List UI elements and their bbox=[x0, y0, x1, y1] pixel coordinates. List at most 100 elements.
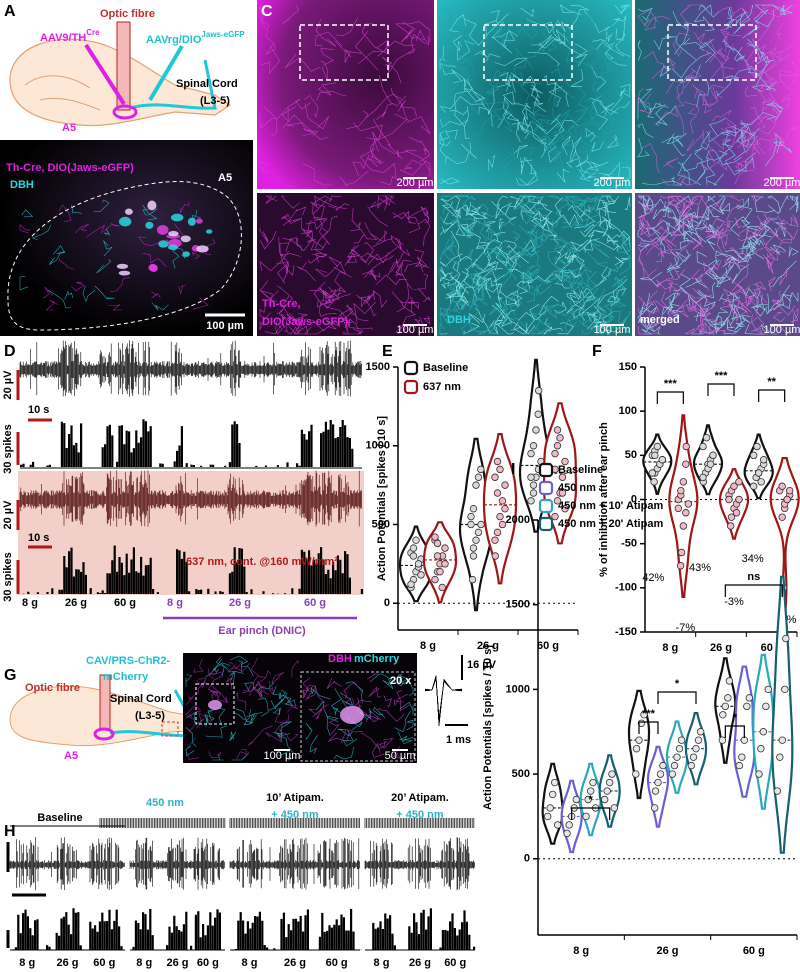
y-tick-label: 1500 bbox=[506, 599, 530, 611]
median-label: -3% bbox=[724, 596, 744, 608]
legend-label: 450 nm bbox=[558, 482, 596, 494]
data-point bbox=[679, 522, 688, 530]
significance-bracket bbox=[657, 691, 697, 704]
legend-swatch bbox=[403, 379, 419, 395]
data-point bbox=[572, 795, 580, 804]
data-point bbox=[409, 552, 418, 560]
panel-a: A Optic fibre AAV9/THCre AAVrg/DIOJaws-e… bbox=[4, 3, 245, 134]
significance-bracket bbox=[724, 584, 783, 597]
median-label: -7% bbox=[676, 622, 696, 634]
micrograph bbox=[257, 0, 434, 189]
data-point bbox=[477, 465, 485, 474]
x-label: 8 g bbox=[167, 597, 183, 609]
data-point bbox=[718, 736, 727, 744]
data-point bbox=[778, 736, 787, 744]
y-tick-label: 150 bbox=[619, 361, 637, 373]
cell bbox=[205, 229, 213, 234]
trace bbox=[19, 340, 362, 397]
label: mCherry bbox=[354, 653, 400, 665]
data-point bbox=[477, 520, 485, 529]
histogram bbox=[132, 909, 221, 950]
optic-fibre bbox=[99, 674, 111, 731]
violin bbox=[646, 745, 670, 828]
data-point bbox=[659, 761, 667, 770]
data-point bbox=[469, 544, 478, 552]
y-axis-title: Action Potentials [spikes / 10 s] bbox=[376, 416, 388, 581]
significance-label: *** bbox=[715, 370, 729, 382]
data-point bbox=[468, 575, 477, 584]
x-label: 26 g bbox=[409, 957, 431, 969]
data-point bbox=[632, 770, 640, 778]
y-tick-label: 500 bbox=[512, 768, 530, 780]
trace bbox=[9, 837, 125, 891]
panel-label: I bbox=[511, 461, 515, 478]
data-point bbox=[558, 489, 567, 497]
stimulation-train bbox=[99, 818, 226, 828]
label: 50 µm bbox=[385, 750, 416, 762]
data-point bbox=[493, 457, 502, 466]
data-point bbox=[438, 583, 446, 592]
histogram bbox=[22, 545, 364, 594]
data-point bbox=[726, 522, 735, 530]
data-point bbox=[496, 512, 504, 521]
label: A5 bbox=[218, 172, 232, 184]
injection-aavrg bbox=[148, 44, 184, 102]
data-point bbox=[782, 634, 790, 643]
x-label: 26 g bbox=[229, 597, 251, 609]
panel-g: G Optic fibre CAV/PRS-ChR2- mCherry Spin… bbox=[4, 653, 497, 763]
trace bbox=[129, 837, 225, 890]
data-point bbox=[670, 761, 679, 770]
data-point bbox=[656, 770, 665, 778]
x-tick-label: 8 g bbox=[662, 642, 678, 654]
cell bbox=[149, 264, 158, 273]
data-point bbox=[651, 451, 659, 460]
data-point bbox=[709, 451, 717, 460]
inset-box bbox=[300, 671, 416, 762]
y-tick-label: 2000 bbox=[506, 514, 530, 526]
data-point bbox=[650, 478, 658, 486]
data-point bbox=[551, 778, 559, 787]
data-point bbox=[553, 497, 562, 505]
data-point bbox=[706, 460, 715, 468]
data-point bbox=[677, 736, 686, 744]
label: Optic fibre bbox=[25, 682, 80, 694]
label: Baseline bbox=[37, 812, 82, 824]
cell bbox=[170, 213, 184, 222]
fibres bbox=[439, 4, 631, 186]
label: CAV/PRS-ChR2- bbox=[86, 655, 170, 667]
histogram bbox=[367, 908, 476, 950]
panel-label: H bbox=[4, 823, 16, 840]
violin-chart: I Action Potentials [spikes / 10 s] 0 500 10… bbox=[482, 461, 798, 957]
panel-b: B Th-Cre, DIO(Jaws-eGFP) DBH A5 100 µm bbox=[0, 140, 253, 336]
x-label: 60 g bbox=[326, 957, 348, 969]
y-tick-label: 100 bbox=[619, 405, 637, 417]
label: 200 µm bbox=[764, 177, 800, 189]
trace bbox=[364, 837, 475, 891]
significance-bracket bbox=[571, 807, 611, 820]
label: 100 µm bbox=[206, 320, 244, 332]
y-tick-label: -100 bbox=[615, 582, 637, 594]
fibres bbox=[439, 4, 631, 186]
label: Optic fibre bbox=[100, 8, 155, 20]
data-point bbox=[673, 753, 681, 761]
y-axis-title: % of inhibition after ear pinch bbox=[598, 422, 610, 577]
significance-bracket bbox=[638, 721, 659, 734]
significance-label: * bbox=[589, 794, 594, 806]
data-point bbox=[586, 787, 595, 795]
inset-box bbox=[483, 24, 573, 81]
x-tick-label: 60 g bbox=[537, 640, 559, 652]
data-point bbox=[675, 744, 684, 753]
data-point bbox=[467, 520, 475, 529]
label: 10’ Atipam. bbox=[266, 792, 324, 804]
data-point bbox=[653, 442, 662, 451]
label: AAVrg/DIOJaws-eGFP bbox=[146, 30, 245, 46]
data-point bbox=[412, 536, 420, 544]
data-point bbox=[493, 489, 502, 497]
label: 637 nm, cont. @160 mW/mm² bbox=[186, 556, 338, 568]
data-point bbox=[561, 505, 569, 513]
data-point bbox=[725, 677, 734, 685]
significance-label: ns bbox=[747, 571, 760, 583]
legend-label: 637 nm bbox=[423, 381, 461, 393]
data-point bbox=[648, 469, 657, 477]
